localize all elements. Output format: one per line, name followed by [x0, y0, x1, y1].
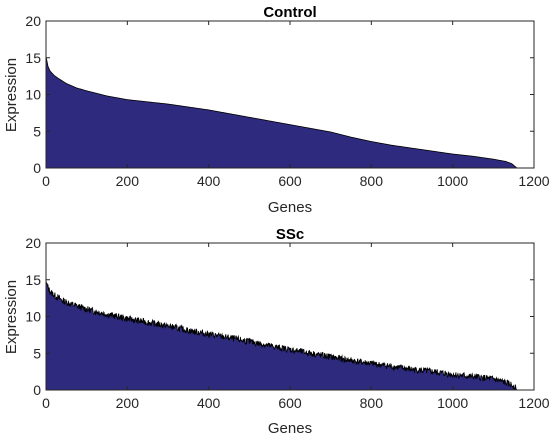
y-tick-label: 0	[33, 382, 41, 398]
x-tick-label: 1200	[518, 395, 549, 411]
x-tick-label: 200	[116, 395, 140, 411]
y-tick-label: 20	[25, 13, 41, 29]
x-tick-label: 1200	[518, 173, 549, 189]
x-tick-label: 200	[116, 173, 140, 189]
chart-title: SSc	[276, 226, 304, 243]
x-tick-label: 1000	[437, 173, 468, 189]
x-tick-label: 0	[42, 395, 50, 411]
y-tick-label: 15	[25, 50, 41, 66]
x-tick-label: 800	[360, 173, 384, 189]
y-tick-label: 15	[25, 272, 41, 288]
chart-control: Control 0 200 400 600 800 1000 1200 0 5 10 15 20 Ge…	[3, 4, 550, 216]
area-series	[46, 281, 517, 390]
area-edge-line	[45, 56, 518, 169]
x-axis-label: Genes	[268, 199, 312, 216]
area-series	[46, 56, 517, 168]
y-tick-label: 5	[33, 123, 41, 139]
y-tick-label: 0	[33, 160, 41, 176]
chart-title: Control	[263, 4, 316, 21]
x-tick-label: 400	[197, 395, 221, 411]
y-tick-label: 10	[25, 87, 41, 103]
area-edge-line	[45, 281, 518, 391]
x-tick-label: 0	[42, 173, 50, 189]
x-tick-label: 800	[360, 395, 384, 411]
x-axis-label: Genes	[268, 420, 312, 437]
x-tick-label: 400	[197, 173, 221, 189]
x-tick-label: 1000	[437, 395, 468, 411]
y-tick-label: 20	[25, 235, 41, 251]
y-axis-label: Expression	[3, 280, 20, 354]
x-tick-label: 600	[278, 395, 302, 411]
y-axis-label: Expression	[3, 58, 20, 132]
x-tick-label: 600	[278, 173, 302, 189]
y-tick-label: 5	[33, 345, 41, 361]
y-tick-label: 10	[25, 309, 41, 325]
